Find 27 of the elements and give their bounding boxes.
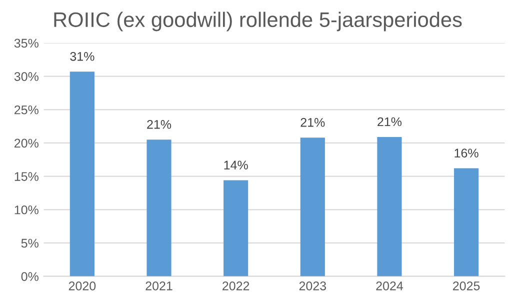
data-label: 21% [300, 118, 325, 127]
chart-title: ROIIC (ex goodwill) rollende 5-jaarsperiodes [54, 12, 462, 32]
bar [454, 168, 479, 276]
x-tick-label: 2020 [68, 281, 96, 290]
data-label: 14% [224, 160, 248, 170]
data-label: 21% [378, 117, 402, 126]
y-tick-label: 15% [14, 172, 38, 181]
bar [224, 180, 248, 276]
data-label: 31% [70, 52, 94, 61]
data-label: 21% [147, 120, 172, 129]
data-label: 16% [454, 148, 478, 158]
y-tick-label: 30% [14, 72, 38, 81]
x-tick-label: 2022 [222, 281, 250, 290]
x-tick-label: 2025 [453, 281, 480, 290]
y-tick-label: 35% [14, 38, 38, 48]
y-tick-label: 0% [21, 272, 38, 281]
bar [300, 138, 325, 276]
x-tick-label: 2023 [299, 281, 326, 290]
bar [70, 72, 94, 276]
x-tick-label: 2024 [376, 281, 404, 290]
y-tick-label: 25% [14, 105, 38, 114]
bar [377, 136, 402, 276]
y-tick-label: 10% [14, 205, 38, 214]
y-tick-label: 5% [21, 238, 38, 248]
x-tick-label: 2021 [146, 281, 172, 290]
y-tick-label: 20% [14, 138, 38, 148]
bar [146, 140, 172, 276]
